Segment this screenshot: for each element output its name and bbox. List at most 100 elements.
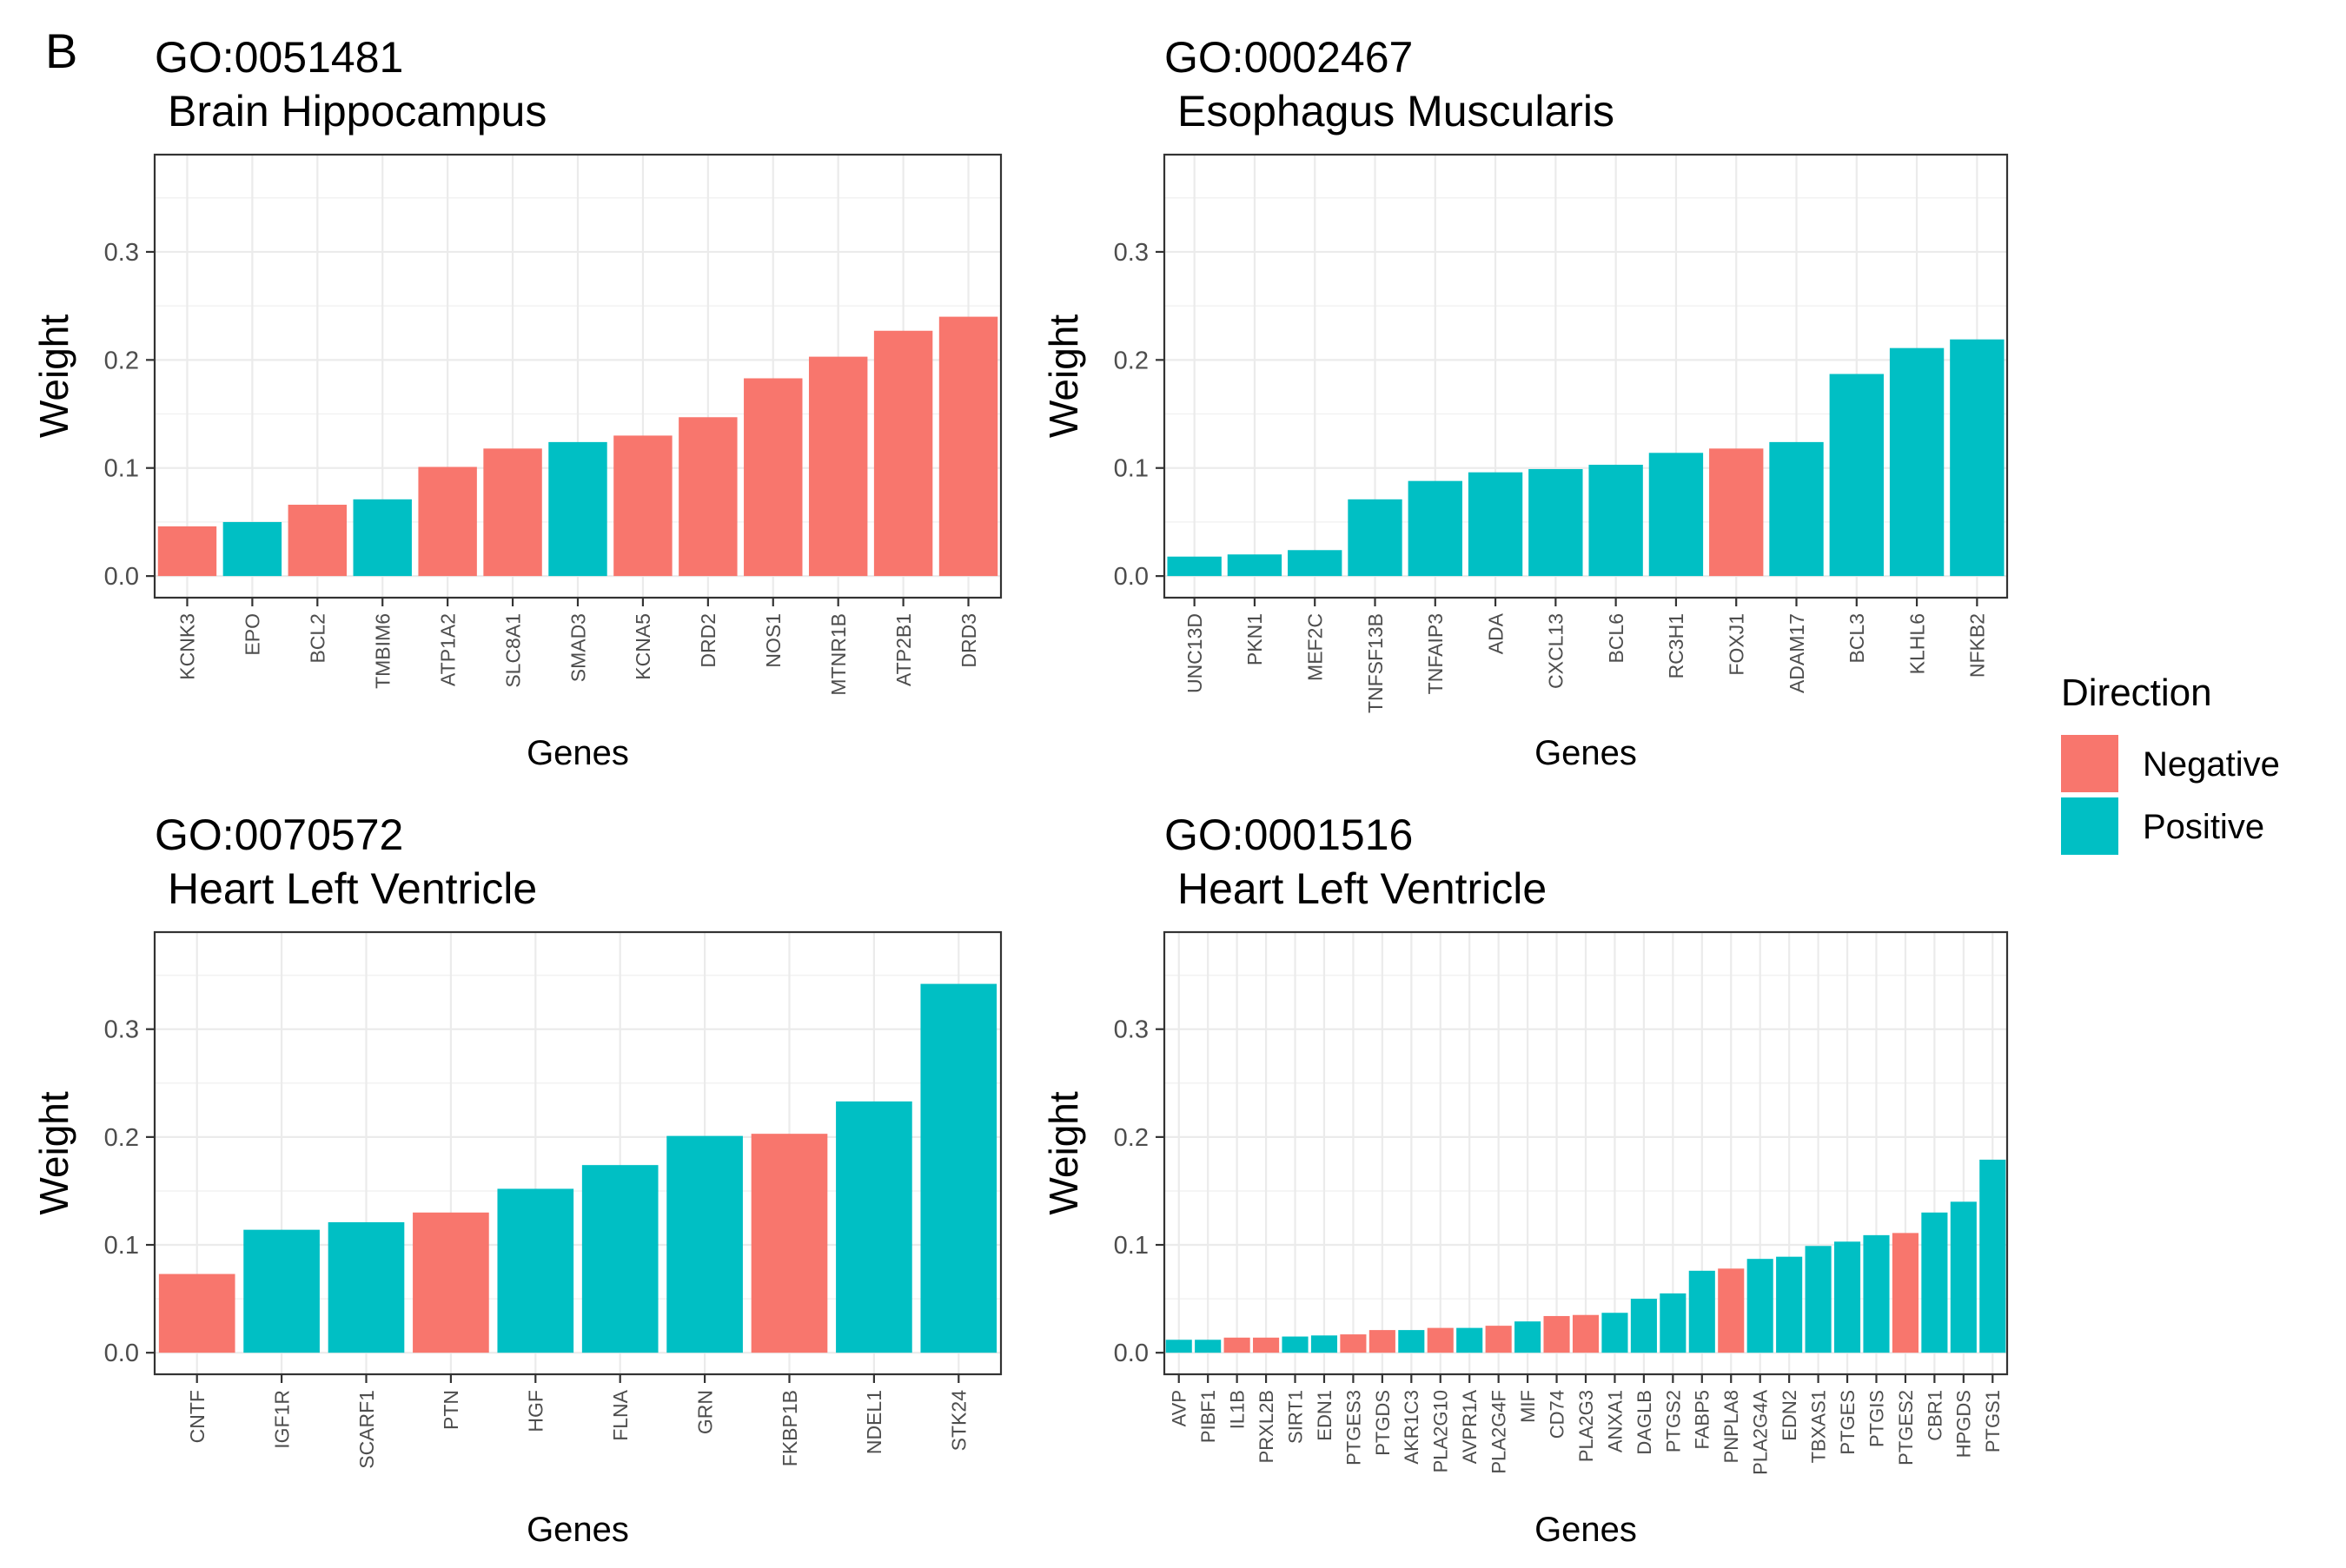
y-axis-title: Weight xyxy=(31,1091,76,1215)
x-tick-label: EPO xyxy=(242,613,264,656)
x-tick-label: PLA2G3 xyxy=(1575,1390,1597,1462)
bar-anxa1 xyxy=(1601,1313,1628,1353)
x-tick-label: PTGIS xyxy=(1866,1390,1887,1447)
bar-smad3 xyxy=(548,441,607,577)
legend-label-positive: Positive xyxy=(2143,808,2264,846)
bar-ndel1 xyxy=(836,1101,912,1353)
chart-panel: GO:0002467 Esophagus Muscularis 0.0 0.1 0.2 0… xyxy=(1041,33,2009,772)
x-tick-label: GRN xyxy=(693,1390,716,1434)
bar-ptgs1 xyxy=(1979,1159,2006,1353)
y-tick-label: 0.1 xyxy=(104,1232,139,1260)
bar-pla2g4f xyxy=(1485,1326,1512,1353)
chart-subtitle: Esophagus Muscularis xyxy=(1177,87,1614,136)
x-tick-label: SLC8A1 xyxy=(501,613,524,688)
x-tick-label: PIBF1 xyxy=(1197,1390,1219,1443)
x-tick-label: RC3H1 xyxy=(1665,613,1687,678)
bar-bcl6 xyxy=(1588,465,1643,577)
x-tick-label: KLHL6 xyxy=(1905,613,1928,674)
x-tick-label: NFKB2 xyxy=(1966,613,1989,678)
chart-subtitle: Brain Hippocampus xyxy=(168,87,547,136)
x-tick-label: KCNA5 xyxy=(632,613,654,680)
x-tick-label: ANXA1 xyxy=(1604,1390,1626,1452)
bar-mtnr1b xyxy=(808,356,868,577)
y-tick-label: 0.2 xyxy=(104,1124,139,1152)
chart-title: GO:0002467 xyxy=(1164,33,1413,82)
y-axis-title: Weight xyxy=(1041,314,1086,439)
bar-fkbp1b xyxy=(751,1134,828,1353)
x-tick-label: FLNA xyxy=(609,1389,632,1440)
x-tick-label: MTNR1B xyxy=(827,613,850,696)
x-tick-label: KCNK3 xyxy=(176,613,199,680)
bar-avpr1a xyxy=(1456,1327,1483,1353)
bar-stk24 xyxy=(920,983,997,1353)
bar-mif xyxy=(1514,1321,1541,1353)
bar-flna xyxy=(581,1165,659,1353)
bar-il1b xyxy=(1223,1337,1250,1353)
bar-klhl6 xyxy=(1889,347,1945,577)
y-tick-label: 0.0 xyxy=(104,563,139,591)
x-tick-label: NOS1 xyxy=(762,613,785,668)
x-tick-label: NDEL1 xyxy=(863,1390,885,1454)
bar-edn1 xyxy=(1310,1335,1338,1353)
y-tick-label: 0.1 xyxy=(1114,1232,1149,1260)
bar-ptgis xyxy=(1863,1234,1890,1353)
bar-bcl2 xyxy=(288,505,348,577)
x-tick-label: ATP2B1 xyxy=(892,613,915,686)
x-tick-label: EDN2 xyxy=(1779,1390,1800,1441)
bar-kcnk3 xyxy=(157,526,217,577)
x-tick-label: MEF2C xyxy=(1303,613,1326,681)
x-tick-label: PRXL2B xyxy=(1256,1390,1277,1463)
bar-ptgs2 xyxy=(1660,1293,1687,1353)
bar-drd2 xyxy=(679,417,738,577)
bar-fabp5 xyxy=(1688,1270,1715,1353)
x-tick-label: AVPR1A xyxy=(1459,1390,1481,1465)
y-tick-label: 0.3 xyxy=(104,1016,139,1044)
x-tick-label: BCL2 xyxy=(307,613,329,664)
x-tick-label: UNC13D xyxy=(1183,613,1206,693)
x-tick-label: AVP xyxy=(1169,1390,1190,1426)
x-tick-label: SMAD3 xyxy=(567,613,589,682)
bar-nfkb2 xyxy=(1950,339,2005,577)
x-tick-label: ADAM17 xyxy=(1786,613,1808,693)
x-tick-label: DRD2 xyxy=(697,613,719,668)
x-tick-label: HPGDS xyxy=(1953,1390,1975,1458)
y-tick-label: 0.3 xyxy=(104,239,139,267)
x-tick-label: SCARF1 xyxy=(355,1390,378,1469)
chart-panel: GO:0051481 Brain Hippocampus 0.0 0.1 0.2 0.3 K… xyxy=(31,33,1003,772)
x-tick-label: PTGES2 xyxy=(1895,1390,1917,1465)
bar-pkn1 xyxy=(1227,554,1282,577)
x-tick-label: PTGDS xyxy=(1372,1390,1394,1456)
bar-akr1c3 xyxy=(1398,1330,1425,1353)
y-tick-label: 0.2 xyxy=(104,347,139,374)
x-axis-title: Genes xyxy=(527,734,629,772)
chart-subtitle: Heart Left Ventricle xyxy=(168,864,537,913)
x-tick-label: SIRT1 xyxy=(1284,1390,1306,1444)
x-tick-label: DRD3 xyxy=(958,613,980,668)
bar-cd74 xyxy=(1543,1315,1570,1353)
x-tick-label: CXCL13 xyxy=(1545,613,1567,689)
bar-pla2g3 xyxy=(1572,1314,1600,1353)
bar-ptn xyxy=(413,1212,489,1353)
x-tick-label: PLA2G4F xyxy=(1488,1390,1510,1474)
y-tick-label: 0.1 xyxy=(1114,455,1149,483)
bar-foxj1 xyxy=(1709,448,1764,577)
bar-nos1 xyxy=(744,378,803,577)
x-tick-label: DAGLB xyxy=(1634,1390,1655,1455)
x-tick-label: ATP1A2 xyxy=(436,613,459,686)
bar-bcl3 xyxy=(1829,374,1884,577)
plot-border xyxy=(153,930,1003,1376)
x-tick-label: TMBIM6 xyxy=(372,613,394,689)
bar-cbr1 xyxy=(1921,1212,1948,1353)
x-tick-label: PTGES3 xyxy=(1342,1390,1364,1465)
x-tick-label: PLA2G4A xyxy=(1750,1390,1772,1475)
y-axis-title: Weight xyxy=(1041,1091,1086,1215)
bar-atp1a2 xyxy=(418,466,477,577)
bar-ptgds xyxy=(1368,1330,1395,1353)
x-tick-label: PTN xyxy=(440,1390,462,1430)
bar-unc13d xyxy=(1167,556,1222,577)
bar-cntf xyxy=(158,1274,235,1353)
y-tick-label: 0.1 xyxy=(104,455,139,483)
bar-hpgds xyxy=(1950,1201,1977,1353)
y-tick-label: 0.3 xyxy=(1114,239,1149,267)
